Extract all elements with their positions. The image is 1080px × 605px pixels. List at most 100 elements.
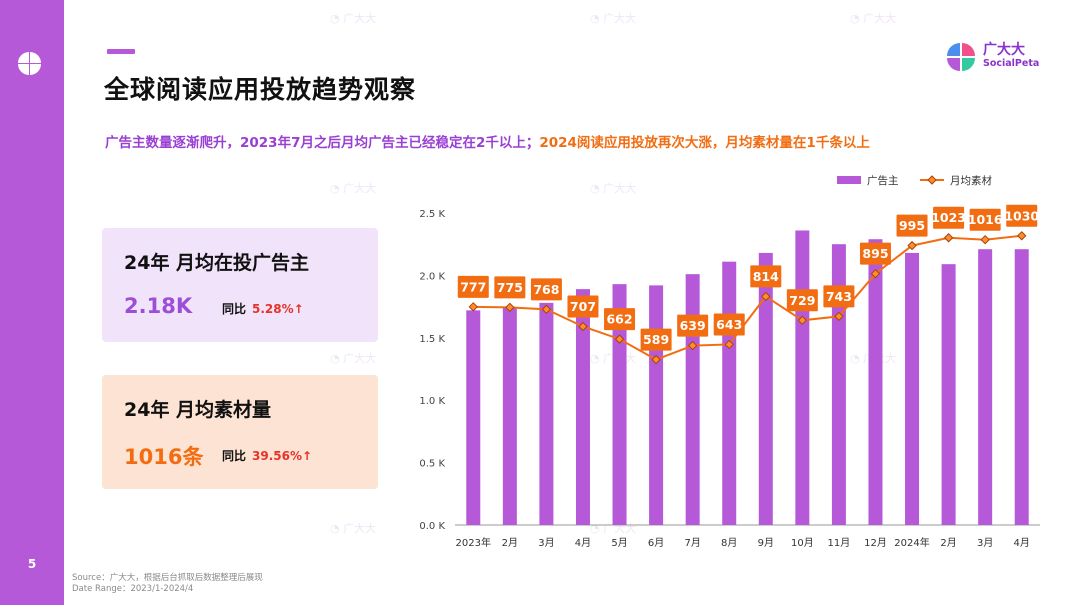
y-tick-label: 2.5 K — [419, 209, 445, 220]
bar-advertisers — [649, 285, 664, 525]
watermark: ◔ 广大大 — [330, 182, 377, 195]
x-tick-label: 6月 — [648, 537, 664, 549]
x-tick-label: 2月 — [940, 537, 956, 549]
yoy-label: 同比 — [222, 302, 247, 316]
data-label-box — [933, 206, 965, 229]
line-point — [1017, 231, 1027, 241]
x-tick-label: 3月 — [977, 537, 993, 549]
data-label: 1023 — [931, 210, 966, 225]
bar-advertisers — [868, 239, 883, 525]
legend-swatch-advertisers — [837, 176, 861, 184]
x-tick-label: 2月 — [502, 537, 518, 549]
combo-chart: 0.0 K 0.5 K 1.0 K 1.5 K 2.0 K 2.5 K 2023年 2月 3月 4… — [419, 174, 1040, 549]
bar-advertisers — [466, 310, 481, 525]
sidebar: 5 — [0, 0, 64, 605]
legend-label-creatives: 月均素材 — [950, 174, 992, 187]
data-label-box — [750, 265, 782, 288]
data-label: 777 — [460, 279, 486, 294]
line-point — [614, 334, 625, 344]
watermark: ◔ 广大大 — [590, 12, 637, 25]
date-range: Date Range：2023/1-2024/4 — [72, 584, 194, 594]
title-accent-bar — [107, 49, 135, 54]
bar-advertisers — [941, 264, 956, 525]
bar-advertisers — [575, 289, 590, 525]
line-point — [980, 235, 990, 245]
data-label-box — [530, 278, 562, 301]
watermark: ◔ 广大大 — [330, 352, 377, 365]
yoy-compare: 同比 39.56%↑ — [222, 447, 312, 464]
y-tick-label: 0.0 K — [419, 521, 445, 532]
data-label-box — [823, 285, 855, 308]
x-tick-label: 5月 — [611, 537, 627, 549]
card-title: 24年 月均素材量 — [124, 399, 272, 421]
x-tick-label: 8月 — [721, 537, 737, 549]
x-tick-label: 11月 — [828, 537, 851, 549]
brand: 广大大 SocialPeta — [946, 40, 1039, 74]
data-label: 775 — [497, 280, 523, 295]
data-label: 743 — [826, 289, 852, 304]
data-label-box — [969, 208, 1001, 231]
data-label-box — [604, 308, 636, 331]
data-label: 814 — [753, 269, 779, 284]
yoy-value: 5.28%↑ — [252, 302, 304, 316]
data-label: 1030 — [1004, 208, 1039, 223]
watermark: ◔ 广大大 — [330, 522, 377, 535]
yoy-value: 39.56%↑ — [252, 449, 313, 463]
data-label-box — [677, 314, 709, 337]
line-point — [724, 339, 734, 350]
creative-kpi-card: 24年 月均素材量 1016条 同比 39.56%↑ — [102, 375, 378, 489]
subtitle: 广告主数量逐渐爬升，2023年7月之后月均广告主已经稳定在2千以上；2024阅读… — [105, 131, 1065, 151]
bar-advertisers — [758, 252, 773, 525]
data-label-box — [567, 295, 599, 318]
data-label-box — [896, 214, 928, 237]
line-point — [907, 240, 917, 251]
data-label-box — [859, 242, 891, 265]
line-point — [651, 354, 661, 365]
data-label: 643 — [716, 317, 742, 332]
y-tick-label: 2.0 K — [419, 271, 445, 282]
x-tick-label: 10月 — [791, 537, 814, 549]
yoy-label: 同比 — [222, 449, 247, 463]
data-label-box — [1006, 204, 1038, 227]
y-tick-label: 0.5 K — [419, 459, 445, 470]
x-tick-label: 9月 — [758, 537, 774, 549]
yoy-compare: 同比 5.28%↑ — [222, 300, 304, 317]
bar-advertisers — [685, 274, 700, 525]
x-tick-label: 12月 — [864, 537, 887, 549]
data-label: 729 — [789, 293, 815, 308]
app-logo-icon — [18, 52, 41, 75]
data-label-box — [640, 328, 672, 351]
card-value: 2.18K — [124, 294, 193, 318]
x-tick-label: 4月 — [1014, 537, 1030, 549]
line-point — [541, 304, 552, 315]
y-tick-label: 1.0 K — [419, 396, 445, 407]
line-point — [943, 233, 954, 243]
data-label: 995 — [899, 218, 925, 233]
card-title: 24年 月均在投广告主 — [124, 252, 310, 274]
legend-label-advertisers: 广告主 — [867, 174, 899, 187]
line-point — [797, 315, 808, 326]
advertiser-kpi-card: 24年 月均在投广告主 2.18K 同比 5.28%↑ — [102, 228, 378, 342]
bar-advertisers — [1014, 249, 1029, 525]
watermark: ◔ 广大大 — [590, 182, 637, 195]
data-label: 707 — [570, 299, 596, 314]
bar-advertisers — [502, 307, 517, 525]
brand-name-cn: 广大大 — [983, 42, 1025, 58]
brand-logo-icon — [947, 43, 975, 71]
line-point — [687, 340, 698, 351]
line-point — [505, 302, 515, 313]
watermark: ◔ 广大大 — [330, 12, 377, 25]
data-label: 639 — [680, 318, 706, 333]
page-number: 5 — [27, 557, 37, 571]
x-tick-label: 3月 — [538, 537, 554, 549]
x-tick-label: 2023年 — [456, 536, 491, 549]
data-label: 662 — [606, 312, 632, 327]
x-tick-label: 4月 — [575, 537, 591, 549]
data-label: 589 — [643, 332, 669, 347]
data-label: 895 — [862, 246, 888, 261]
source-note: Source：广大大，根据后台抓取后数据整理后展现 — [72, 573, 263, 583]
data-label-box — [457, 275, 489, 298]
data-label-box — [494, 276, 526, 299]
legend-swatch-creatives-marker — [927, 175, 937, 185]
data-label: 768 — [533, 282, 559, 297]
